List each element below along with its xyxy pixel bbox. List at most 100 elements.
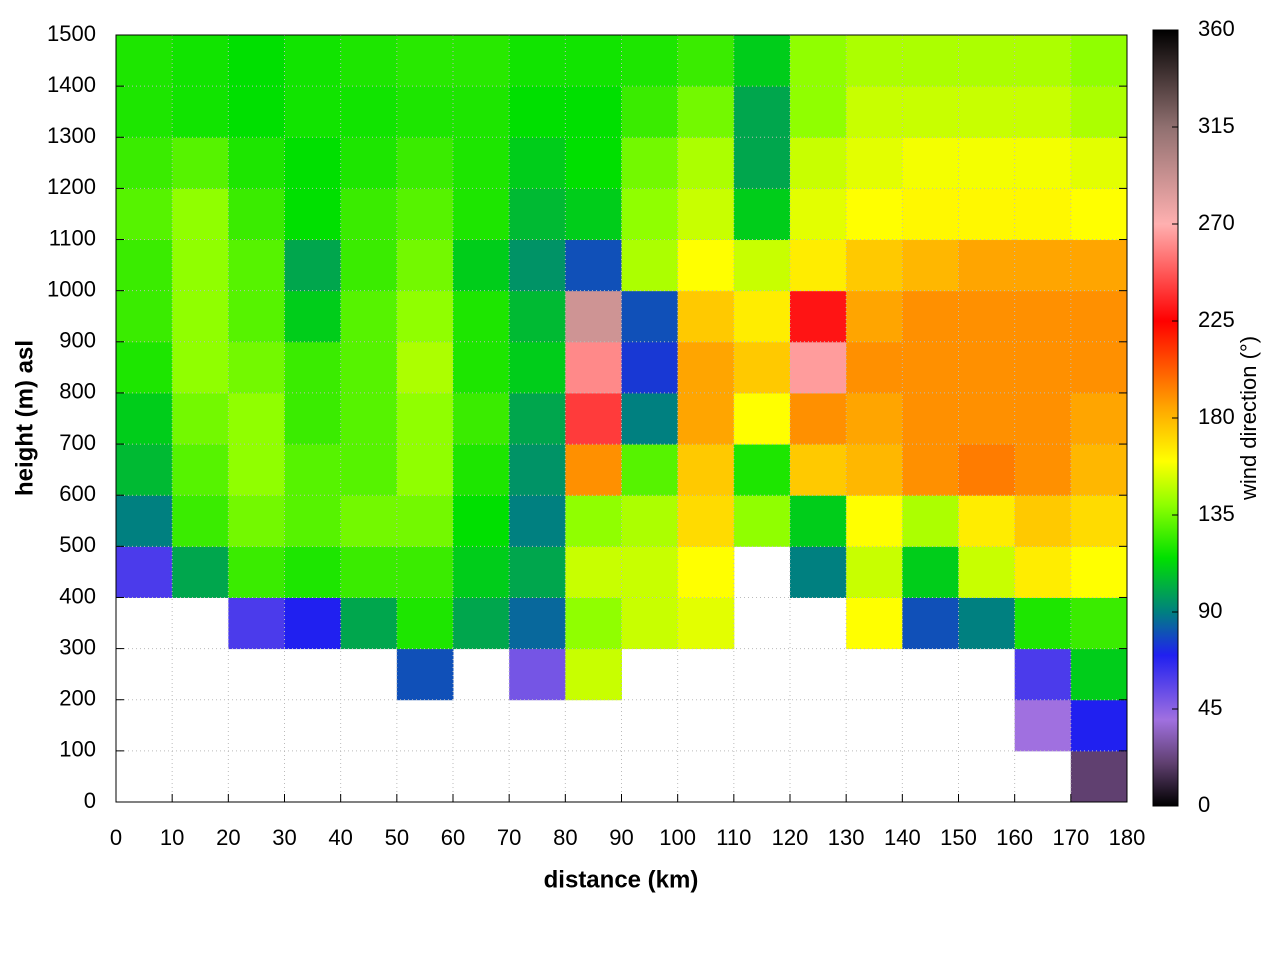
heat-cell — [509, 392, 566, 445]
heat-cell — [958, 239, 1016, 292]
heat-cell — [790, 290, 847, 343]
heat-cell — [958, 290, 1016, 343]
heat-cell — [1014, 341, 1072, 394]
heat-cell — [958, 597, 1016, 650]
colorbar-label: wind direction (°) — [1236, 336, 1261, 501]
heat-cell — [284, 86, 342, 138]
heat-cell — [677, 35, 735, 87]
heat-cell — [733, 239, 791, 292]
heat-cell — [228, 546, 285, 598]
heat-cell — [1070, 137, 1128, 189]
y-tick-label: 300 — [59, 634, 96, 659]
heat-cell — [902, 188, 959, 241]
heat-cell — [565, 495, 622, 547]
heat-cell — [284, 341, 342, 394]
heat-cell — [621, 137, 679, 189]
heat-cell — [509, 444, 566, 496]
heat-cell — [790, 392, 847, 445]
heat-cell — [1014, 546, 1072, 598]
heat-cell — [902, 444, 959, 496]
heat-cell — [677, 546, 735, 598]
y-tick-label: 1100 — [49, 225, 96, 250]
colorbar-tick-label: 360 — [1198, 16, 1235, 41]
heat-cell — [733, 137, 791, 189]
heat-cell — [958, 86, 1016, 138]
heat-cell — [677, 444, 735, 496]
heat-cell — [621, 546, 679, 598]
heat-cell — [565, 597, 622, 650]
heat-cell — [902, 495, 959, 547]
heat-cell — [340, 86, 398, 138]
heat-cell — [116, 239, 173, 292]
heat-cell — [790, 495, 847, 547]
heat-cell — [228, 495, 285, 547]
colorbar-tick-label: 135 — [1198, 501, 1235, 526]
heat-cell — [1070, 392, 1128, 445]
y-tick-label: 800 — [59, 379, 96, 404]
heat-cell — [1070, 546, 1128, 598]
heat-cell — [621, 86, 679, 138]
heat-cell — [733, 188, 791, 241]
heat-cell — [116, 392, 173, 445]
x-tick-label: 100 — [659, 825, 696, 850]
heat-cell — [790, 444, 847, 496]
heat-cell — [396, 239, 454, 292]
heat-cell — [396, 86, 454, 138]
heat-cell — [1070, 750, 1128, 803]
heat-cell — [1070, 597, 1128, 650]
heat-cell — [453, 392, 510, 445]
heat-cell — [340, 290, 398, 343]
heat-cell — [396, 597, 454, 650]
heat-cell — [790, 239, 847, 292]
heat-cell — [116, 546, 173, 598]
heat-cell — [565, 341, 622, 394]
heat-cell — [453, 495, 510, 547]
heat-cell — [340, 239, 398, 292]
heat-cell — [228, 86, 285, 138]
x-tick-label: 130 — [828, 825, 865, 850]
heat-cell — [733, 392, 791, 445]
heat-cell — [733, 495, 791, 547]
heat-cell — [621, 290, 679, 343]
heat-cell — [846, 546, 903, 598]
x-tick-label: 110 — [716, 825, 751, 850]
heat-cell — [958, 546, 1016, 598]
heat-cell — [846, 137, 903, 189]
heat-cell — [790, 35, 847, 87]
heat-cell — [172, 239, 229, 292]
heat-cell — [958, 392, 1016, 445]
heat-cell — [565, 546, 622, 598]
heat-cell — [396, 290, 454, 343]
heat-cell — [621, 35, 679, 87]
heat-cell — [340, 137, 398, 189]
colorbar-tick-label: 90 — [1198, 598, 1222, 623]
heat-cell — [228, 444, 285, 496]
x-tick-label: 50 — [385, 825, 409, 850]
heat-cell — [396, 188, 454, 241]
heat-cell — [172, 392, 229, 445]
heat-cell — [172, 35, 229, 87]
heat-cell — [846, 86, 903, 138]
heat-cell — [902, 392, 959, 445]
heat-cell — [284, 137, 342, 189]
heat-cell — [1014, 444, 1072, 496]
y-tick-label: 1400 — [47, 72, 96, 97]
heat-cell — [902, 341, 959, 394]
heat-cell — [790, 188, 847, 241]
heat-cell — [677, 239, 735, 292]
heat-cell — [172, 290, 229, 343]
heat-cell — [453, 188, 510, 241]
heat-cell — [228, 597, 285, 650]
heat-cell — [453, 546, 510, 598]
heat-cell — [1070, 648, 1128, 701]
heat-cell — [340, 35, 398, 87]
x-tick-label: 160 — [996, 825, 1033, 850]
heat-cell — [228, 341, 285, 394]
heat-cell — [172, 86, 229, 138]
heat-cell — [284, 239, 342, 292]
heat-cell — [958, 35, 1016, 87]
heat-cell — [621, 341, 679, 394]
x-axis-label: distance (km) — [544, 866, 699, 893]
heat-cell — [621, 597, 679, 650]
heat-cell — [172, 341, 229, 394]
